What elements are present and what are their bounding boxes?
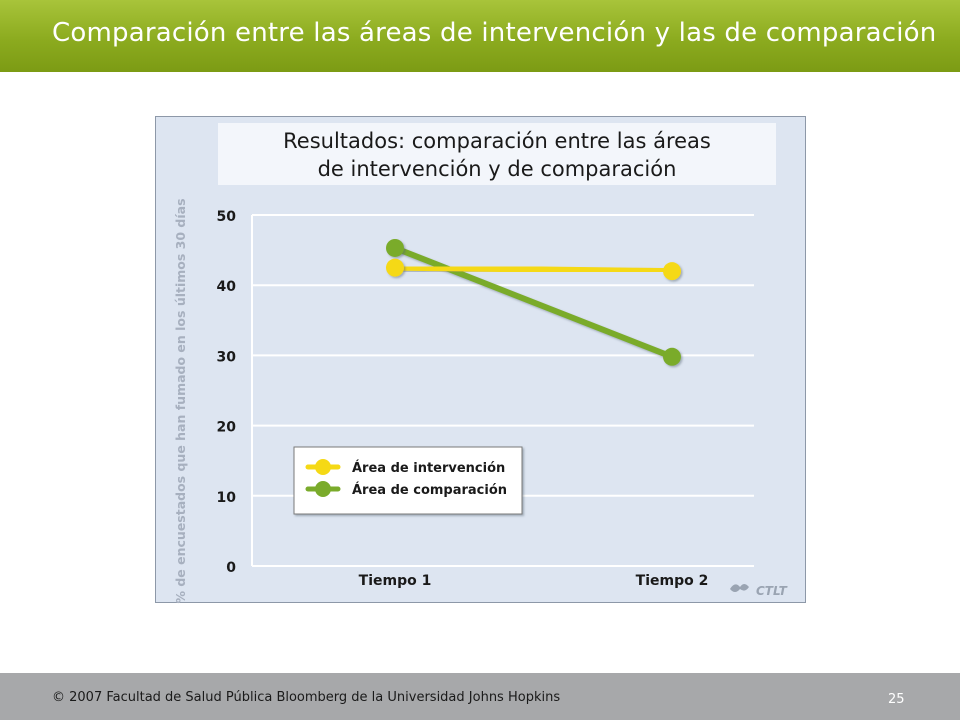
x-tick-labels: Tiempo 1 Tiempo 2 (359, 573, 709, 589)
chart-title-box (218, 123, 776, 185)
y-tick-label: 10 (217, 490, 237, 506)
data-point (386, 258, 404, 277)
series-line (392, 264, 675, 275)
data-point (386, 238, 404, 257)
legend-label: Área de comparación (352, 482, 507, 498)
slide-title: Comparación entre las áreas de intervenc… (52, 18, 937, 48)
chart-title-line-2: de intervención y de comparación (318, 157, 677, 181)
copyright-text: © 2007 Facultad de Salud Pública Bloombe… (52, 690, 561, 705)
y-tick-label: 0 (226, 560, 236, 576)
legend-marker (315, 459, 331, 475)
chart-panel: Resultados: comparación entre las áreas … (155, 116, 806, 604)
page-number: 25 (888, 692, 905, 707)
y-tick-label: 40 (217, 279, 237, 295)
y-axis-label: % de encuestados que han fumado en los ú… (173, 198, 188, 603)
series-comparison (386, 238, 681, 366)
legend-box (293, 446, 523, 515)
data-point (663, 262, 681, 281)
legend-label: Área de intervención (352, 460, 505, 476)
slide-footer: © 2007 Facultad de Salud Pública Bloombe… (0, 673, 960, 720)
y-tick-label: 50 (217, 209, 237, 225)
y-tick-label: 20 (217, 420, 237, 436)
series-line (392, 244, 675, 360)
ctlt-logo-text: CTLT (756, 584, 788, 598)
x-tick-label: Tiempo 1 (359, 573, 432, 589)
legend-marker (315, 481, 331, 497)
y-tick-label: 30 (217, 349, 237, 365)
y-tick-labels: 0 10 20 30 40 50 (217, 209, 237, 576)
ctlt-logo: CTLT (730, 584, 788, 598)
slide-header: Comparación entre las áreas de intervenc… (0, 0, 960, 72)
series-lines (386, 238, 681, 366)
chart-title-line-1: Resultados: comparación entre las áreas (283, 129, 711, 153)
ctlt-logo-mark-icon (730, 584, 749, 592)
line-chart: Resultados: comparación entre las áreas … (173, 123, 788, 604)
series-intervention (386, 258, 681, 281)
x-tick-label: Tiempo 2 (636, 573, 709, 589)
legend: Área de intervención Área de comparación (293, 446, 523, 515)
data-point (663, 347, 681, 366)
